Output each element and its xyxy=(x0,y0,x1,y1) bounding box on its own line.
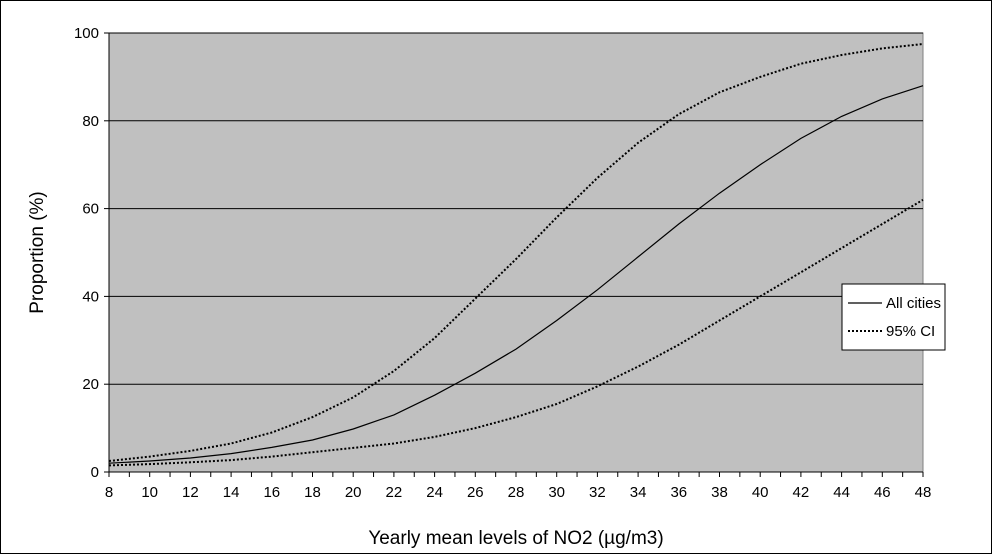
x-tick-label: 32 xyxy=(589,484,606,501)
y-axis-title: Proportion (%) xyxy=(27,191,48,314)
x-tick-label: 22 xyxy=(386,484,403,501)
x-tick-label: 26 xyxy=(467,484,484,501)
x-tick-label: 28 xyxy=(508,484,525,501)
series-line-all-cities xyxy=(108,85,924,464)
y-tick-label: 20 xyxy=(82,376,99,393)
legend: All cities 95% CI xyxy=(841,283,946,351)
x-tick-label: 8 xyxy=(105,484,113,501)
gridlines xyxy=(109,32,923,385)
series-line-95-ci-upper xyxy=(108,43,924,462)
x-tick-label: 36 xyxy=(670,484,687,501)
x-tick-label: 42 xyxy=(793,484,810,501)
plot-area xyxy=(108,32,924,473)
x-tick-label: 44 xyxy=(833,484,850,501)
x-tick-label: 16 xyxy=(263,484,280,501)
y-tick-label: 60 xyxy=(82,201,99,218)
x-tick-label: 40 xyxy=(752,484,769,501)
y-tick-label: 80 xyxy=(82,113,99,130)
x-tick-label: 20 xyxy=(345,484,362,501)
x-tick-label: 30 xyxy=(548,484,565,501)
legend-box xyxy=(841,283,946,351)
legend-label-all-cities: All cities xyxy=(886,295,941,312)
x-tick-label: 46 xyxy=(874,484,891,501)
x-tick-label: 18 xyxy=(304,484,321,501)
y-tick-label: 40 xyxy=(82,288,99,305)
x-tick-label: 10 xyxy=(141,484,158,501)
x-tick-label: 38 xyxy=(711,484,728,501)
y-tick-label: 100 xyxy=(74,25,99,42)
x-tick-label: 12 xyxy=(182,484,199,501)
x-tick-label: 14 xyxy=(223,484,240,501)
tick-labels: 0 20 40 60 80 100 8 10 12 14 16 18 20 22 24 26 28 30 32 34 3… xyxy=(74,25,931,501)
x-tick-label: 24 xyxy=(426,484,443,501)
series-group xyxy=(108,43,924,467)
x-axis-title: Yearly mean levels of NO2 (µg/m3) xyxy=(368,528,663,549)
x-tick-label: 48 xyxy=(915,484,932,501)
legend-label-95-ci: 95% CI xyxy=(886,323,935,340)
y-tick-label: 0 xyxy=(91,464,99,481)
x-tick-label: 34 xyxy=(630,484,647,501)
